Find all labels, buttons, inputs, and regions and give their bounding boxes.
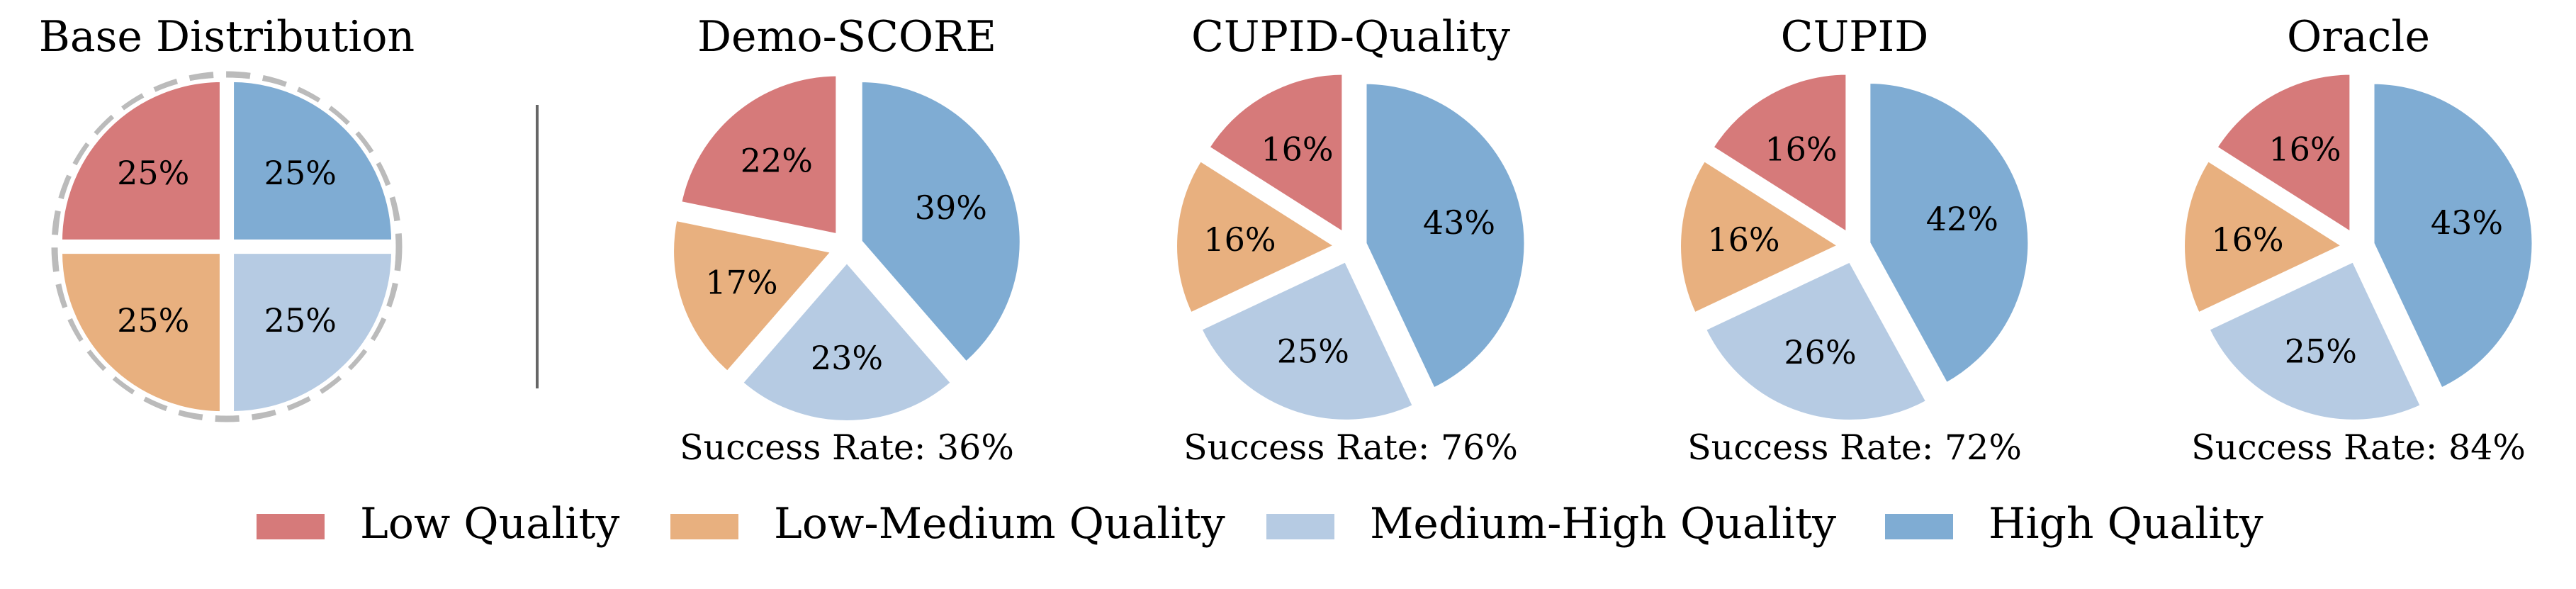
slice-label: 16% — [2268, 130, 2341, 169]
slice-label: 16% — [1707, 220, 1779, 259]
slice-label: 39% — [915, 189, 987, 227]
pie-chart: CUPID-Quality 43% 25% 16% 16% Success Rate: 7… — [1173, 12, 1529, 468]
slice-label: 23% — [811, 339, 883, 377]
chart-title: Demo-SCORE — [697, 12, 996, 62]
legend-item-low-quality: Low Quality — [257, 499, 619, 549]
legend-label: Low Quality — [360, 499, 619, 549]
pie-slice-low-quality — [2212, 70, 2354, 237]
pie-slice-high-quality — [230, 77, 396, 244]
pie-slice-low-quality — [1205, 70, 1346, 237]
legend-label: High Quality — [1989, 499, 2263, 549]
legend-item-high-quality: High Quality — [1885, 499, 2263, 549]
success-rate: Success Rate: 84% — [2191, 427, 2526, 468]
pie-slice-high-quality — [1362, 79, 1529, 392]
slice-label: 16% — [1203, 220, 1276, 259]
legend-item-medium-high-quality: Medium-High Quality — [1266, 499, 1836, 549]
pie-slice-low-quality — [1709, 70, 1850, 237]
slice-label: 16% — [1765, 130, 1837, 169]
pie-slice-medium-high-quality — [738, 259, 955, 425]
pie-slice-low-quality — [677, 72, 840, 238]
pie-slice-low-medium-quality — [2181, 157, 2347, 317]
pie-chart: Base Distribution 25% 25% 25% 25% — [39, 12, 415, 422]
success-rate: Success Rate: 72% — [1687, 427, 2022, 468]
success-rate: Success Rate: 76% — [1183, 427, 1518, 468]
legend-swatch — [1885, 514, 1953, 539]
legend-label: Medium-High Quality — [1370, 499, 1836, 549]
legend-swatch — [257, 514, 325, 539]
pie-charts: Base Distribution 25% 25% 25% 25% Demo-SCORE 3… — [39, 12, 2536, 468]
chart-title: Base Distribution — [39, 12, 415, 62]
chart-title: Oracle — [2287, 12, 2430, 62]
slice-label: 25% — [264, 154, 337, 192]
pie-slice-medium-high-quality — [2205, 257, 2425, 424]
slice-label: 17% — [705, 263, 777, 301]
pie-slice-low-medium-quality — [670, 216, 836, 376]
pie-slice-low-medium-quality — [57, 249, 224, 416]
slice-label: 43% — [2431, 203, 2503, 242]
slice-label: 25% — [2285, 332, 2357, 371]
base-ring — [51, 71, 403, 422]
legend-label: Low-Medium Quality — [774, 499, 1225, 549]
pie-slice-low-medium-quality — [1677, 157, 1843, 317]
slice-label: 43% — [1423, 203, 1495, 242]
pie-slice-medium-high-quality — [1197, 257, 1417, 424]
slice-label: 25% — [117, 154, 189, 192]
slice-label: 16% — [1261, 130, 1333, 169]
pie-slice-high-quality — [1866, 79, 2032, 387]
pie-chart: Oracle 43% 25% 16% 16% Success Rate: 84% — [2181, 12, 2536, 468]
slice-label: 25% — [1277, 332, 1349, 371]
slice-label: 26% — [1784, 333, 1856, 371]
chart-title: CUPID — [1781, 12, 1929, 62]
slice-label: 16% — [2211, 220, 2283, 259]
legend-swatch — [1266, 514, 1334, 539]
legend: Low Quality Low-Medium Quality Medium-High… — [257, 499, 2263, 549]
success-rate: Success Rate: 36% — [680, 427, 1014, 468]
pie-chart: Demo-SCORE 39% 23% 17% 22% Success Rate: 36% — [670, 12, 1024, 468]
slice-label: 25% — [117, 301, 189, 340]
chart-title: CUPID-Quality — [1191, 12, 1510, 62]
pie-slice-high-quality — [2370, 79, 2536, 392]
slice-label: 25% — [264, 301, 337, 340]
pie-slice-low-quality — [57, 77, 224, 244]
pie-chart: CUPID 42% 26% 16% 16% Success Rate: 72% — [1677, 12, 2032, 468]
pie-slice-low-medium-quality — [1173, 157, 1339, 317]
legend-swatch — [670, 514, 738, 539]
pie-slice-high-quality — [857, 77, 1024, 366]
pie-slice-medium-high-quality — [1702, 258, 1930, 425]
legend-item-low-medium-quality: Low-Medium Quality — [670, 499, 1225, 549]
slice-label: 42% — [1926, 200, 1998, 238]
pie-slice-medium-high-quality — [230, 249, 396, 416]
slice-label: 22% — [741, 142, 813, 180]
